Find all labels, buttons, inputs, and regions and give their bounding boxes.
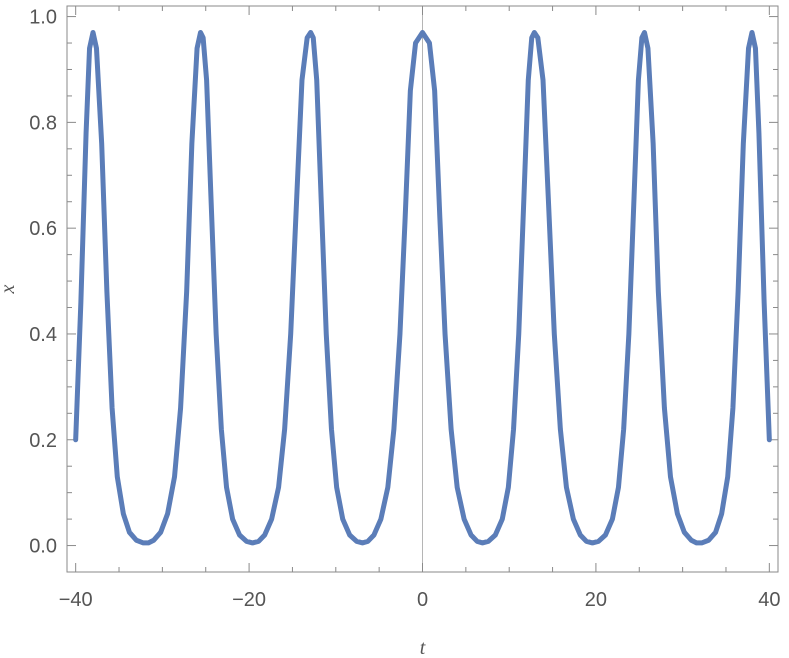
x-axis-label: t xyxy=(420,637,426,658)
x-tick-label: −20 xyxy=(232,589,266,611)
y-tick-label: 0.6 xyxy=(29,218,57,240)
y-tick-label: 0.2 xyxy=(29,430,57,452)
x-tick-label: 0 xyxy=(417,589,428,611)
axis-ticks xyxy=(67,6,778,572)
x-tick-label: −40 xyxy=(59,589,93,611)
y-tick-label: 0.0 xyxy=(29,536,57,558)
x-tick-label: 40 xyxy=(758,589,780,611)
axis-tick-labels: −40 −20 0 20 40 0.0 0.2 0.4 0.6 0.8 1.0 xyxy=(29,7,780,611)
y-axis-label: x xyxy=(0,284,19,294)
series-line xyxy=(73,29,772,546)
y-tick-label: 0.4 xyxy=(29,324,57,346)
y-tick-label: 0.8 xyxy=(29,112,57,134)
x-tick-label: 20 xyxy=(585,589,607,611)
y-tick-label: 1.0 xyxy=(29,7,57,29)
data-series xyxy=(73,29,772,546)
